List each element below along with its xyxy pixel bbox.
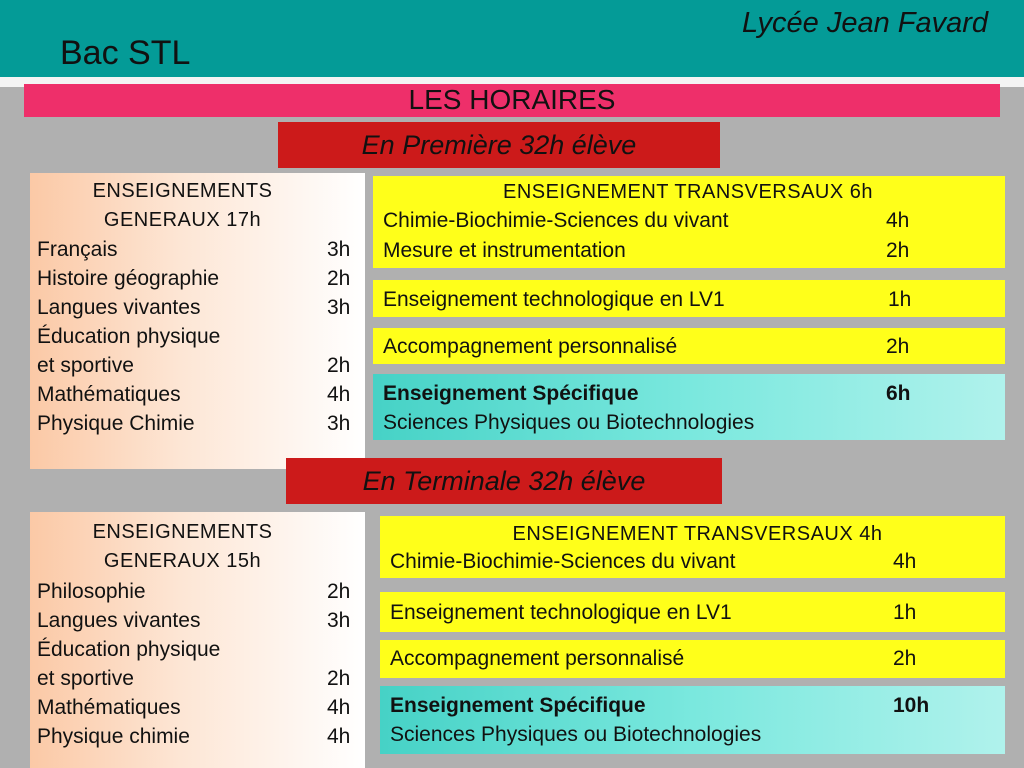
- terminale-general-box: ENSEIGNEMENTS GENERAUX 15h Philosophie 2h…: [30, 512, 365, 768]
- school-name: Lycée Jean Favard: [741, 7, 989, 39]
- premiere-ap-box: Accompagnement personnalisé 2h: [373, 328, 1005, 364]
- banner-bar: [24, 84, 1000, 117]
- premiere-transversal-box: ENSEIGNEMENT TRANSVERSAUX 6h Chimie-Bioc…: [373, 176, 1005, 268]
- list-item: Physique chimie 4h: [37, 725, 351, 748]
- header-bar: [0, 0, 1024, 77]
- list-item: Éducation physique: [37, 325, 221, 348]
- terminale-specific-box: Enseignement Spécifique 10h Sciences Phy…: [380, 686, 1005, 754]
- premiere-general-title: ENSEIGNEMENTS GENERAUX 17h: [92, 180, 273, 231]
- terminale-banner: [286, 458, 722, 504]
- premiere-banner: [278, 122, 720, 168]
- terminale-label: En Terminale 32h élève: [362, 466, 646, 496]
- list-item: Mathématiques 4h: [37, 383, 351, 406]
- list-item: Physique Chimie 3h: [37, 412, 351, 435]
- premiere-specific-box: Enseignement Spécifique 6h Sciences Phys…: [373, 374, 1005, 440]
- list-item: Langues vivantes 3h: [37, 609, 351, 632]
- page-title: Bac STL: [60, 34, 191, 72]
- list-item: et sportive 2h: [37, 354, 351, 377]
- premiere-transversal-title: ENSEIGNEMENT TRANSVERSAUX 6h: [502, 181, 874, 203]
- list-item: Éducation physique: [37, 638, 221, 661]
- terminale-ap-box: Accompagnement personnalisé 2h: [380, 640, 1005, 678]
- list-item: Histoire géographie 2h: [37, 267, 351, 290]
- premiere-label: En Première 32h élève: [361, 130, 637, 160]
- list-item: Mathématiques 4h: [37, 696, 351, 719]
- terminale-general-title: ENSEIGNEMENTS GENERAUX 15h: [92, 521, 273, 572]
- terminale-transversal-box: ENSEIGNEMENT TRANSVERSAUX 4h Chimie-Bioc…: [380, 516, 1005, 578]
- terminale-transversal-title: ENSEIGNEMENT TRANSVERSAUX 4h: [512, 523, 883, 545]
- list-item: Français 3h: [37, 238, 351, 261]
- terminale-lv1-box: Enseignement technologique en LV1 1h: [380, 592, 1005, 632]
- premiere-lv1-box: Enseignement technologique en LV1 1h: [373, 280, 1005, 317]
- divider: [0, 77, 1024, 87]
- premiere-general-box: ENSEIGNEMENTS GENERAUX 17h Français 3h Hi…: [30, 173, 365, 469]
- list-item: Philosophie 2h: [37, 580, 351, 603]
- banner-title: LES HORAIRES: [408, 84, 616, 115]
- list-item: et sportive 2h: [37, 667, 351, 690]
- list-item: Langues vivantes 3h: [37, 296, 351, 319]
